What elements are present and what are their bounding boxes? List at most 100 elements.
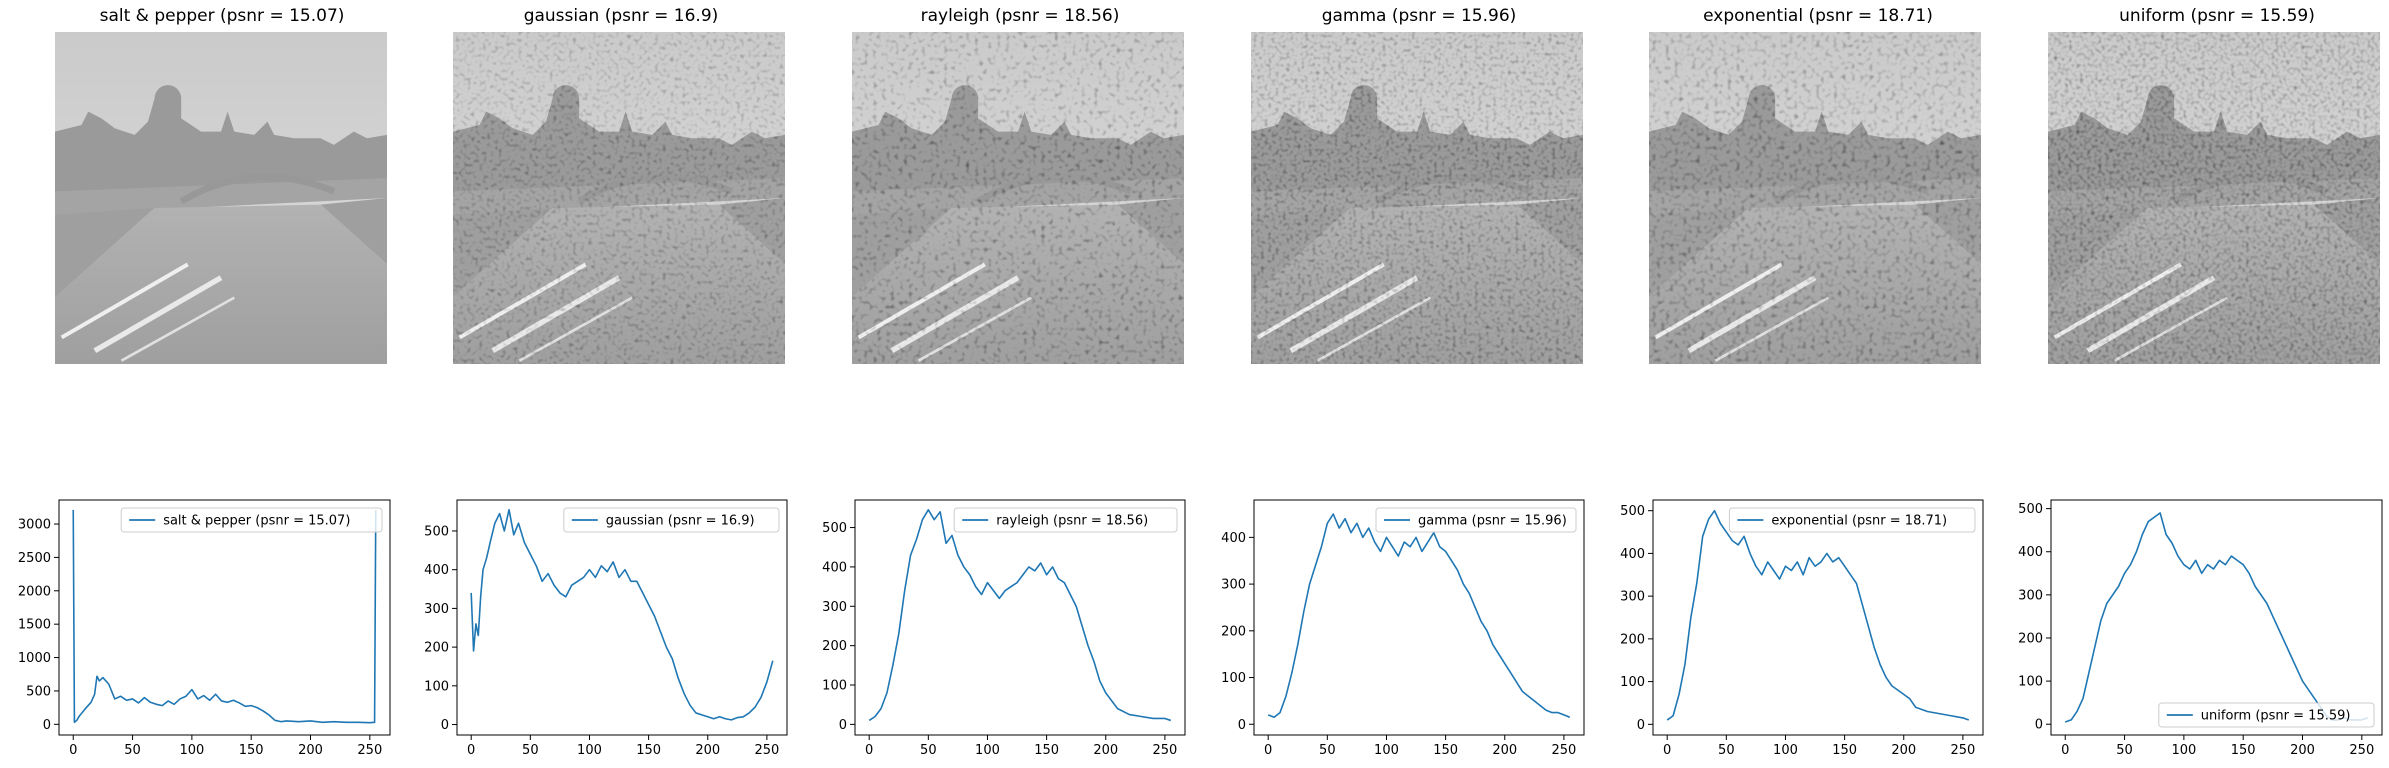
y-tick-label: 2000 [18,584,51,599]
histogram-chart: 0 50 100 150 200 250 0 100 200 300 400 500 rayleigh … [822,499,1186,758]
image-title: rayleigh (psnr = 18.56) [920,6,1120,26]
x-tick-label: 150 [1433,743,1458,758]
y-tick-label: 0 [43,718,51,733]
x-tick-label: 200 [1492,743,1517,758]
y-tick-label: 0 [441,718,449,733]
y-tick-label: 1000 [18,651,51,666]
x-tick-label: 200 [695,743,720,758]
histogram-chart: 0 50 100 150 200 250 0 100 200 300 400 500 gaussian … [424,499,788,758]
legend: exponential (psnr = 18.71) [1728,507,1976,533]
y-tick-label: 1500 [18,618,51,633]
y-tick-label: 3000 [18,518,51,533]
legend: uniform (psnr = 15.59) [2158,702,2375,728]
x-tick-label: 50 [2116,743,2133,758]
y-tick-label: 200 [1221,624,1246,639]
y-tick-label: 2500 [18,551,51,566]
legend-label: uniform (psnr = 15.59) [2201,709,2351,724]
y-tick-label: 200 [1620,632,1645,647]
x-tick-label: 0 [1663,743,1671,758]
image-title: exponential (psnr = 18.71) [1703,6,1933,26]
y-tick-label: 0 [1637,718,1645,733]
y-tick-label: 300 [822,600,847,615]
noisy-image [852,32,1184,364]
legend: salt & pepper (psnr = 15.07) [120,507,383,533]
noisy-image [1251,32,1583,364]
x-tick-label: 150 [636,743,661,758]
x-tick-label: 150 [239,743,264,758]
y-tick-label: 500 [26,684,51,699]
image-title: salt & pepper (psnr = 15.07) [99,6,345,26]
y-tick-label: 400 [1620,547,1645,562]
noisy-image [1649,32,1981,364]
y-tick-label: 400 [2018,545,2043,560]
x-tick-label: 50 [1718,743,1735,758]
y-tick-label: 500 [2018,502,2043,517]
y-tick-label: 100 [1221,671,1246,686]
x-tick-label: 100 [2171,743,2196,758]
x-tick-label: 150 [2231,743,2256,758]
x-tick-label: 200 [2290,743,2315,758]
x-tick-label: 250 [1152,743,1177,758]
histogram-series-line [2064,512,2369,723]
x-tick-label: 250 [2349,743,2374,758]
axes-frame [854,499,1186,736]
axes-frame [1253,499,1585,736]
x-tick-label: 250 [357,743,382,758]
legend-label: gamma (psnr = 15.96) [1418,514,1567,529]
y-tick-label: 100 [2018,675,2043,690]
y-tick-label: 100 [822,679,847,694]
y-tick-label: 300 [1620,590,1645,605]
y-tick-label: 0 [2035,718,2043,733]
x-tick-label: 100 [577,743,602,758]
y-tick-label: 400 [424,563,449,578]
histogram-chart: 0 50 100 150 200 250 0 100 200 300 400 500 exponenti… [1620,499,1984,758]
y-tick-label: 300 [1221,578,1246,593]
axes-frame [2050,499,2383,736]
histogram-series-line [1666,509,1970,721]
noisy-image [2048,32,2380,364]
y-tick-label: 400 [822,560,847,575]
y-tick-label: 300 [424,602,449,617]
histogram-series-line [868,509,1172,722]
axes-frame [1652,499,1984,736]
legend: rayleigh (psnr = 18.56) [953,507,1178,533]
y-tick-label: 300 [2018,588,2043,603]
x-tick-label: 250 [1551,743,1576,758]
x-tick-label: 50 [124,743,141,758]
x-tick-label: 150 [1832,743,1857,758]
x-tick-label: 100 [1773,743,1798,758]
y-tick-label: 0 [1238,718,1246,733]
image-title: uniform (psnr = 15.59) [2119,6,2315,26]
x-tick-label: 50 [1319,743,1336,758]
x-tick-label: 50 [920,743,937,758]
x-tick-label: 0 [1264,743,1272,758]
noisy-image [55,32,387,364]
noisy-image [453,32,785,364]
x-tick-label: 200 [298,743,323,758]
x-tick-label: 250 [754,743,779,758]
x-tick-label: 200 [1891,743,1916,758]
image-title: gamma (psnr = 15.96) [1321,6,1517,26]
x-tick-label: 0 [2061,743,2069,758]
axes-frame [58,499,391,736]
histogram-series-line [72,510,377,724]
x-tick-label: 50 [522,743,539,758]
histogram-series-line [470,508,774,721]
y-tick-label: 400 [1221,531,1246,546]
legend: gaussian (psnr = 16.9) [563,507,780,533]
histogram-chart: 0 50 100 150 200 250 0 100 200 300 400 500 uniform (… [2018,499,2383,758]
legend-label: salt & pepper (psnr = 15.07) [163,514,350,529]
x-tick-label: 100 [179,743,204,758]
y-tick-label: 100 [1620,675,1645,690]
y-tick-label: 0 [839,718,847,733]
x-tick-label: 0 [69,743,77,758]
x-tick-label: 150 [1034,743,1059,758]
x-tick-label: 100 [1374,743,1399,758]
y-tick-label: 500 [1620,504,1645,519]
x-tick-label: 100 [975,743,1000,758]
histogram-series-line [1267,513,1571,719]
y-tick-label: 200 [424,641,449,656]
y-tick-label: 200 [2018,631,2043,646]
x-tick-label: 200 [1093,743,1118,758]
image-title: gaussian (psnr = 16.9) [523,6,719,26]
